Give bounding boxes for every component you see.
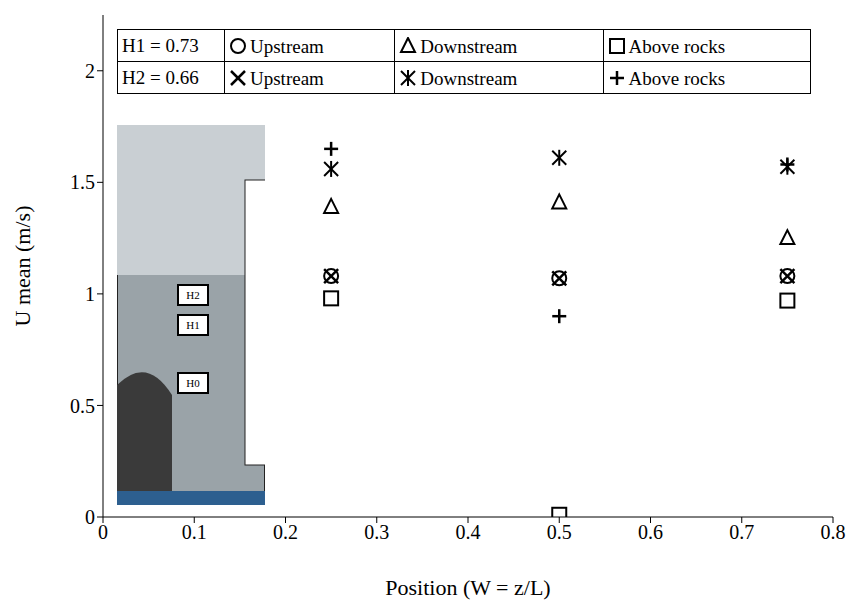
- svg-text:1: 1: [85, 283, 95, 305]
- svg-text:0: 0: [98, 521, 108, 543]
- svg-text:0.1: 0.1: [182, 521, 207, 543]
- svg-text:H1: H1: [186, 319, 199, 331]
- svg-text:0.6: 0.6: [638, 521, 663, 543]
- svg-text:Position (W = z/L): Position (W = z/L): [385, 575, 550, 600]
- svg-text:1.5: 1.5: [70, 171, 95, 193]
- svg-text:0.3: 0.3: [364, 521, 389, 543]
- svg-text:H0: H0: [186, 377, 200, 389]
- svg-text:0.2: 0.2: [273, 521, 298, 543]
- html-text:Above rocks: Above rocks: [628, 67, 726, 89]
- svg-text:0.4: 0.4: [456, 521, 481, 543]
- html-text:Above rocks: Above rocks: [628, 35, 726, 57]
- html-text:Downstream: Downstream: [420, 35, 518, 57]
- svg-text:0.5: 0.5: [70, 395, 95, 417]
- svg-text:H2: H2: [186, 289, 199, 301]
- html-text:Upstream: Upstream: [250, 35, 324, 57]
- svg-text:0.5: 0.5: [547, 521, 572, 543]
- html-text:H2 = 0.66: H2 = 0.66: [122, 66, 199, 88]
- html-text:Upstream: Upstream: [250, 67, 324, 89]
- svg-text:0.8: 0.8: [821, 521, 846, 543]
- html-text:Downstream: Downstream: [420, 67, 518, 89]
- svg-text:0: 0: [85, 506, 95, 528]
- svg-text:U mean (m/s): U mean (m/s): [10, 206, 35, 327]
- svg-text:0.7: 0.7: [729, 521, 754, 543]
- svg-text:2: 2: [85, 60, 95, 82]
- html-text:H1 = 0.73: H1 = 0.73: [122, 34, 199, 56]
